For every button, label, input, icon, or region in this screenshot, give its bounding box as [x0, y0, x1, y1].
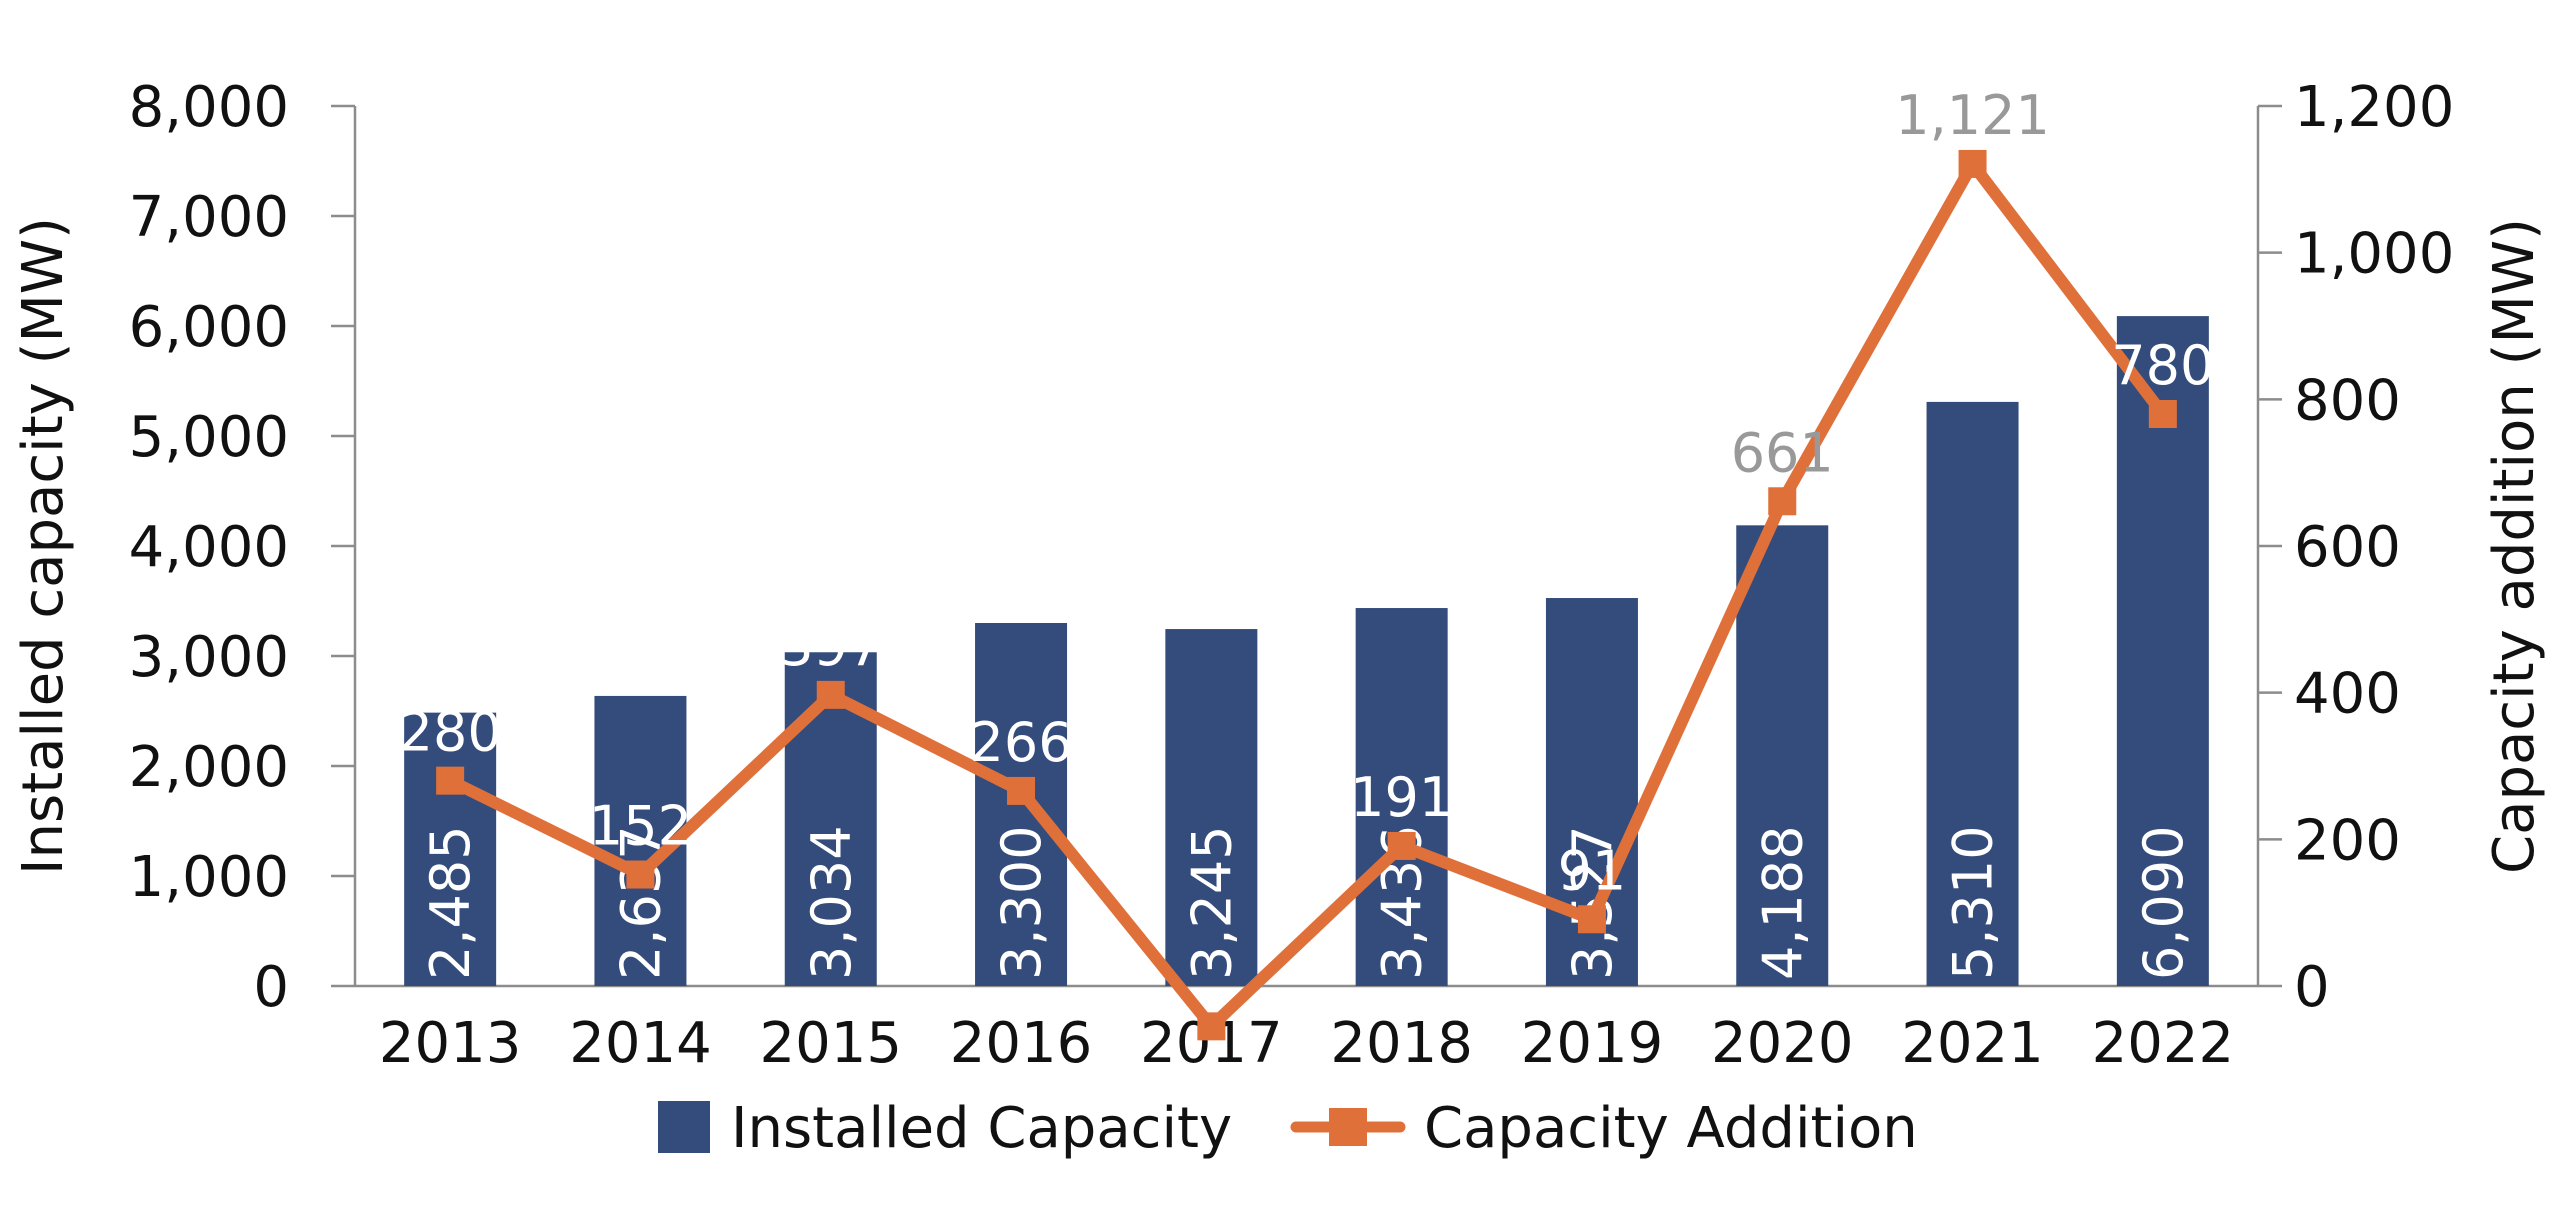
line-marker — [1197, 1012, 1226, 1041]
right-y-axis: 0 200 400 600 800 1,000 1,200 — [2258, 75, 2454, 1020]
left-tick-label: 0 — [253, 955, 289, 1020]
capacity-addition-line — [444, 157, 2169, 1033]
left-tick-label: 1,000 — [129, 845, 289, 910]
line-marker — [1768, 487, 1797, 516]
line-value-label: 397 — [779, 615, 882, 678]
left-tick-label: 7,000 — [129, 185, 289, 250]
bar-data-labels: 2,485 2,637 3,034 3,300 3,245 3,436 3,527 4,188… — [419, 825, 2195, 980]
x-tick-label: 2015 — [759, 1011, 902, 1076]
right-tick-label: 600 — [2294, 515, 2401, 580]
legend-label-installed-capacity: Installed Capacity — [731, 1096, 1232, 1161]
bar — [1926, 401, 2019, 986]
legend-label-capacity-addition: Capacity Addition — [1424, 1096, 1918, 1161]
left-tick-label: 6,000 — [129, 295, 289, 360]
line-value-label: 91 — [1558, 839, 1627, 902]
bar-value-label: 2,485 — [419, 825, 482, 980]
right-tick-label: 1,000 — [2294, 222, 2454, 287]
right-y-axis-title: Capacity addition (MW) — [2482, 218, 2547, 874]
line-marker — [1007, 776, 1036, 805]
left-tick-label: 2,000 — [129, 735, 289, 800]
line-value-label: 152 — [589, 795, 692, 858]
line-value-label: 191 — [1350, 766, 1453, 829]
bar-series — [404, 316, 2209, 987]
bar-value-label: 3,300 — [990, 825, 1053, 980]
right-tick-label: 1,200 — [2294, 75, 2454, 140]
legend-swatch-installed-capacity — [658, 1101, 710, 1153]
legend: Installed Capacity Capacity Addition — [658, 1096, 1918, 1161]
bar — [1736, 525, 1829, 986]
line-value-label: 661 — [1731, 421, 1834, 484]
x-tick-label: 2014 — [569, 1011, 712, 1076]
left-tick-label: 5,000 — [129, 405, 289, 470]
line-marker — [1387, 831, 1416, 860]
left-y-axis-title: Installed capacity (MW) — [11, 217, 76, 875]
bar-value-label: 3,034 — [800, 825, 863, 980]
x-tick-label: 2018 — [1330, 1011, 1473, 1076]
x-tick-label: 2019 — [1521, 1011, 1664, 1076]
line-series — [436, 149, 2177, 1041]
bar-value-label: 5,310 — [1942, 825, 2005, 980]
line-marker — [1577, 905, 1606, 934]
bar-value-label: 6,090 — [2132, 825, 2195, 980]
x-tick-label: 2022 — [2092, 1011, 2235, 1076]
right-tick-label: 400 — [2294, 662, 2401, 727]
line-marker — [2148, 400, 2177, 428]
legend-marker-capacity-addition — [1329, 1108, 1367, 1146]
bar — [404, 712, 497, 986]
right-tick-label: 800 — [2294, 368, 2401, 433]
left-tick-label: 8,000 — [129, 75, 289, 140]
line-marker — [626, 860, 655, 889]
left-tick-label: 3,000 — [129, 625, 289, 690]
x-axis: 2013 2014 2015 2016 2017 2018 2019 2020 2021 2022 — [379, 1011, 2234, 1076]
x-tick-label: 2021 — [1901, 1011, 2044, 1076]
line-marker — [816, 680, 845, 709]
bar — [1355, 608, 1448, 986]
bar-value-label: 4,188 — [1751, 825, 1814, 980]
bar-value-label: 3,527 — [1561, 825, 1624, 980]
line-marker — [436, 766, 465, 795]
left-tick-label: 4,000 — [129, 515, 289, 580]
x-tick-label: 2020 — [1711, 1011, 1854, 1076]
line-marker — [1958, 149, 1987, 178]
right-tick-label: 200 — [2294, 808, 2401, 873]
line-data-labels: 280 152 397 266 191 91 661 1,121 780 — [399, 84, 2215, 902]
x-tick-label: 2016 — [950, 1011, 1093, 1076]
x-tick-label: 2013 — [379, 1011, 522, 1076]
line-value-label: 266 — [970, 711, 1073, 774]
bar-value-label: 3,245 — [1180, 825, 1243, 980]
left-y-axis: 0 1,000 2,000 3,000 4,000 5,000 6,000 7,000 8,00… — [129, 75, 355, 1020]
line-value-label: 1,121 — [1895, 84, 2050, 147]
right-tick-label: 0 — [2294, 955, 2330, 1020]
line-value-label: 280 — [399, 701, 502, 764]
bar — [1165, 629, 1258, 986]
line-value-label: 780 — [2111, 334, 2214, 397]
